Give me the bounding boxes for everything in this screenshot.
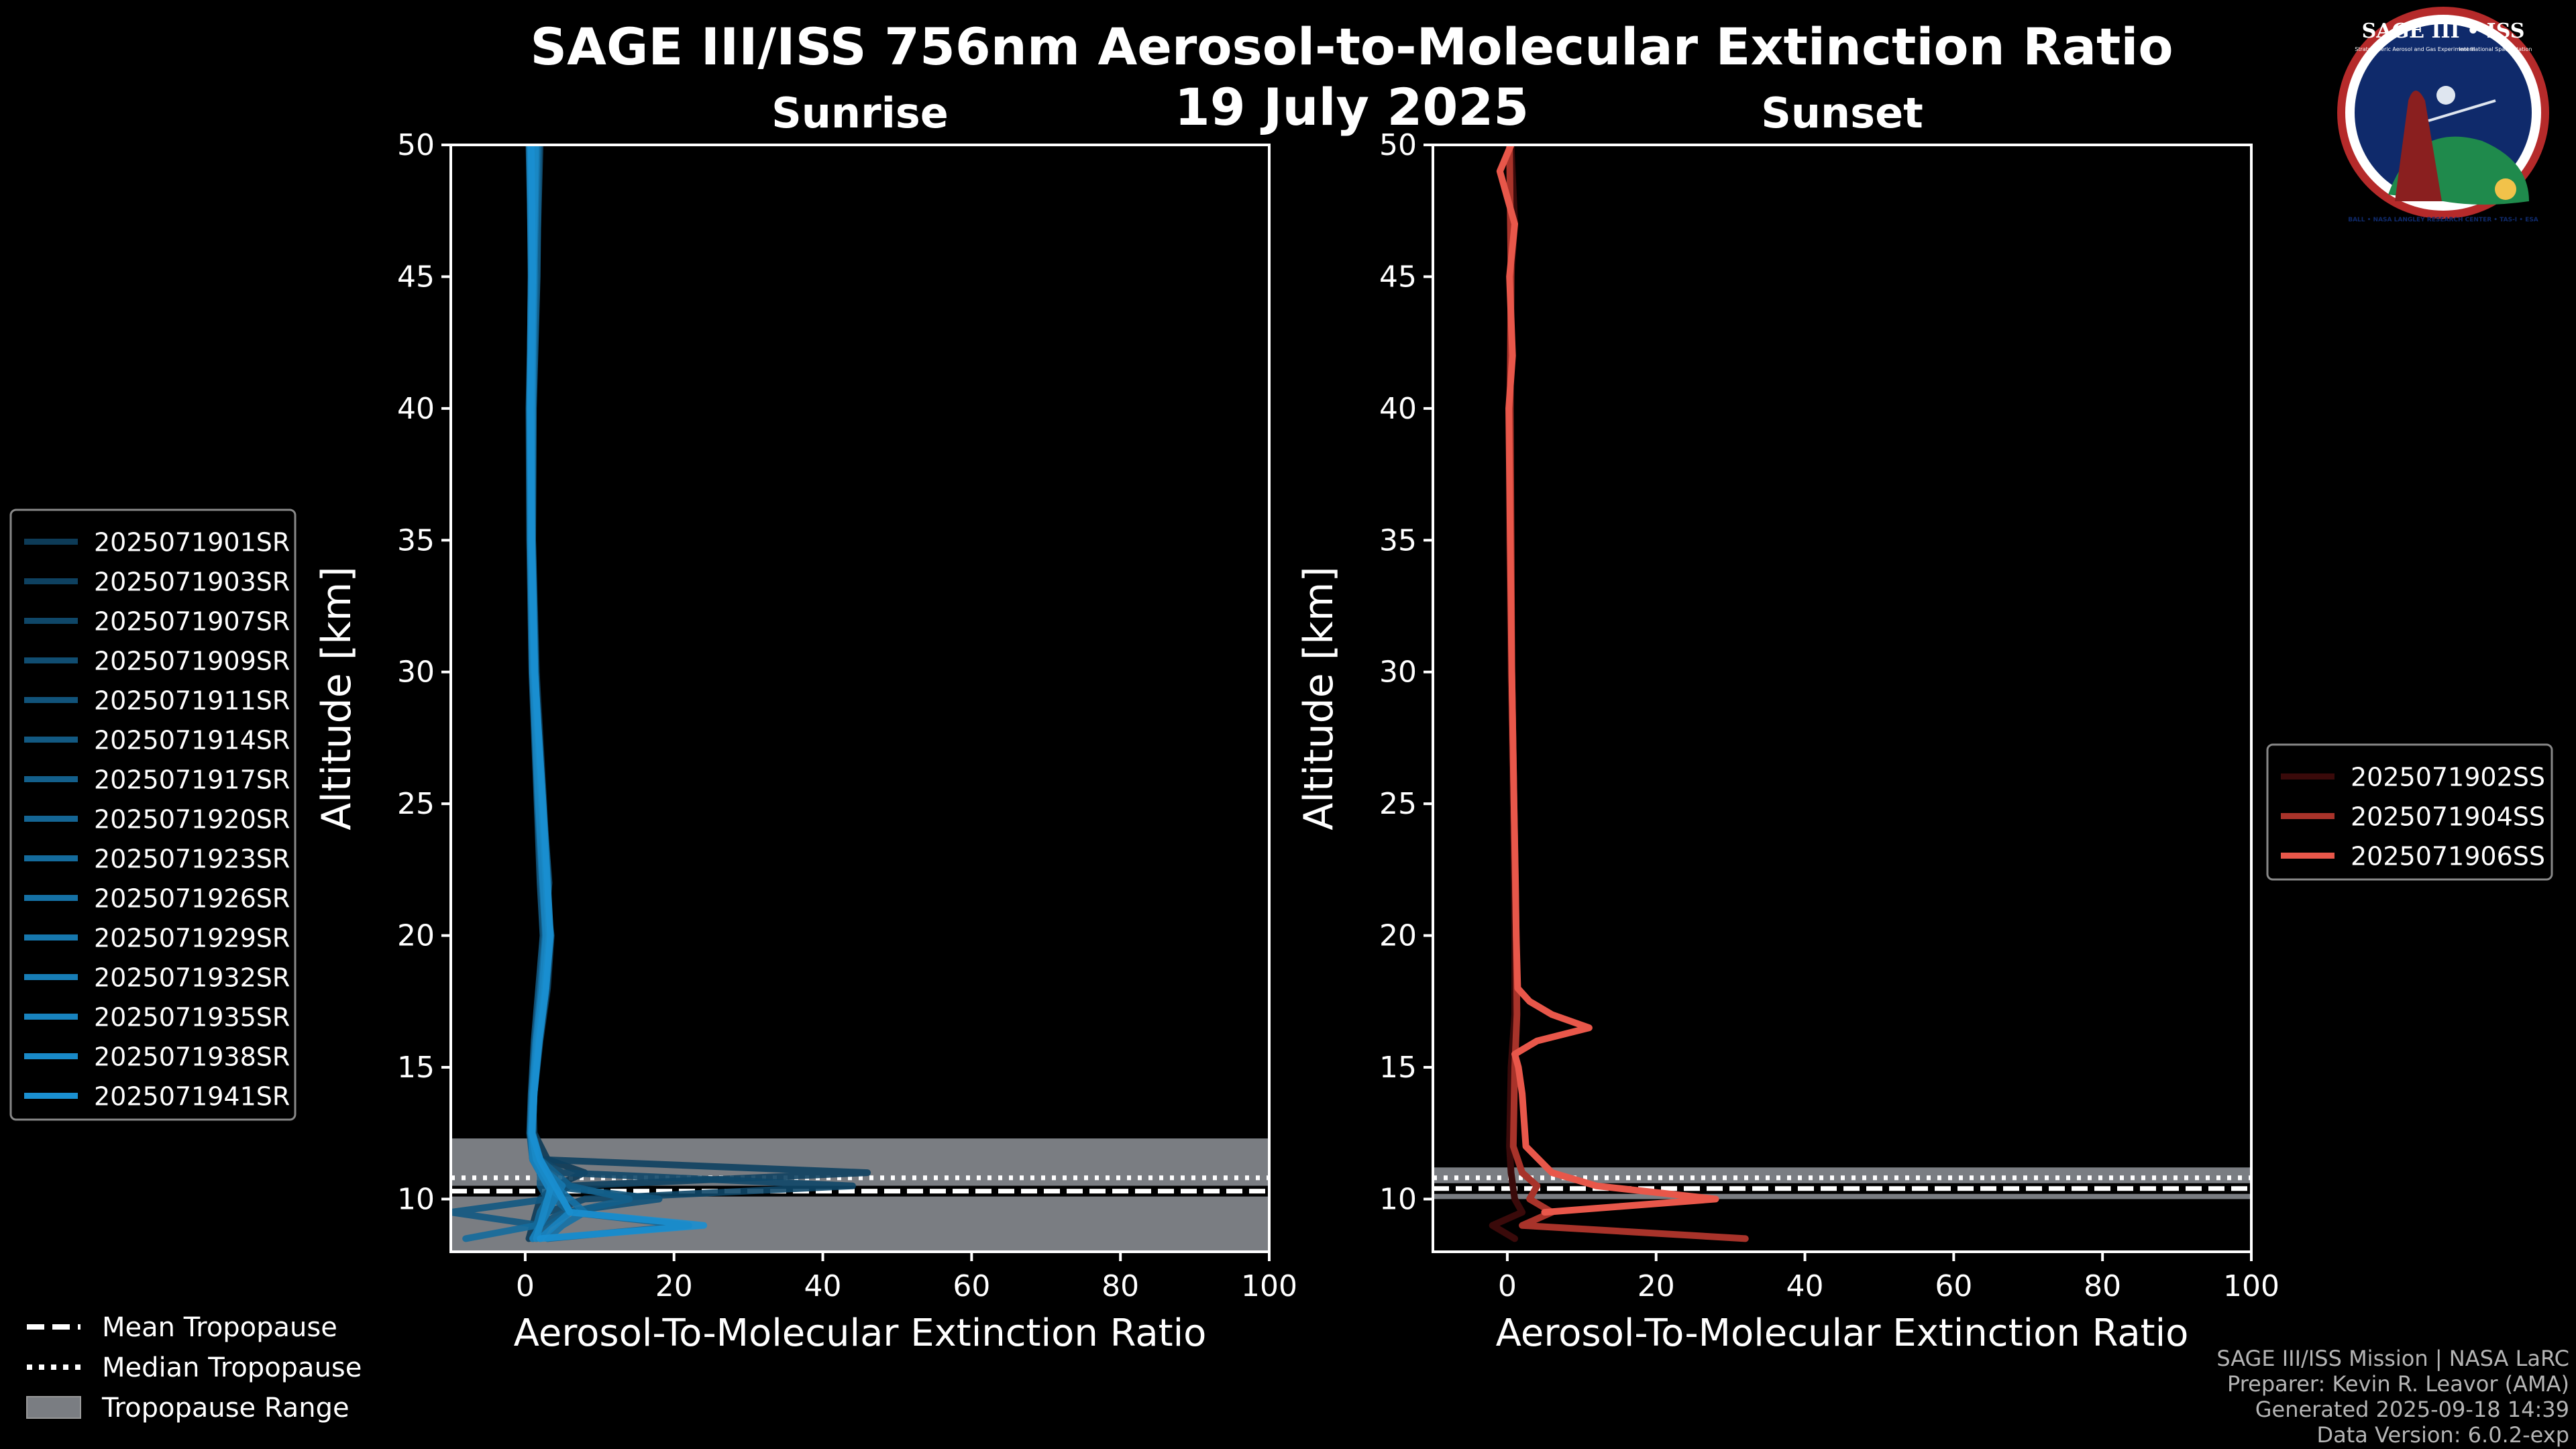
footer-data-version: Data Version: 6.0.2-exp [2316, 1422, 2569, 1448]
sunset-legend-entry: 2025071904SS [2351, 802, 2545, 832]
sunrise-x-tick-label: 20 [655, 1269, 693, 1303]
sunrise-legend-entry: 2025071917SR [94, 765, 290, 795]
sunrise-legend-entry: 2025071941SR [94, 1082, 290, 1112]
sunrise-y-tick-label: 15 [397, 1051, 435, 1085]
sunrise-x-tick-label: 60 [953, 1269, 990, 1303]
sunrise-legend-entry: 2025071926SR [94, 884, 290, 914]
footer-mission: SAGE III/ISS Mission | NASA LaRC [2216, 1346, 2569, 1371]
sunset-y-tick-label: 40 [1379, 392, 1417, 426]
sunrise-legend-entry: 2025071903SR [94, 568, 290, 597]
sunrise-x-tick-label: 80 [1102, 1269, 1139, 1303]
tropopause-range-swatch [26, 1396, 81, 1419]
sunrise-legend-entry: 2025071914SR [94, 726, 290, 755]
footer-credits: SAGE III/ISS Mission | NASA LaRC Prepare… [2216, 1346, 2569, 1448]
sunset-x-tick-label: 0 [1498, 1269, 1517, 1303]
logo-side-text: International Space Station [2459, 46, 2532, 52]
sunset-y-tick-label: 45 [1379, 260, 1417, 294]
sunrise-legend-entry: 2025071907SR [94, 607, 290, 637]
sunset-panel: 0 20 40 60 80 100 10 15 20 25 30 35 40 45 50 Sunset Aero… [1295, 89, 2279, 1355]
sunrise-y-tick-label: 40 [397, 392, 435, 426]
logo-subtitle-text: Stratospheric Aerosol and Gas Experiment… [2355, 46, 2475, 52]
logo-title-text: SAGE III • ISS [2362, 19, 2525, 43]
sunrise-legend-entry: 2025071929SR [94, 924, 290, 953]
sunset-x-tick-label: 60 [1935, 1269, 1972, 1303]
series-line-2025071941SR [527, 145, 708, 1242]
sunrise-legend-entry: 2025071909SR [94, 647, 290, 676]
sunset-y-tick-label: 15 [1379, 1051, 1417, 1085]
sunrise-y-tick-label: 20 [397, 919, 435, 953]
logo-telescope-ray [2428, 99, 2496, 122]
sunrise-series-group [451, 145, 871, 1242]
sunrise-legend-entry: 2025071911SR [94, 686, 290, 716]
sunset-y-tick-label: 25 [1379, 787, 1417, 821]
sunrise-y-tick-label: 30 [397, 655, 435, 690]
sunrise-plot-area [451, 145, 1269, 1252]
sunrise-legend: 2025071901SR 2025071903SR 2025071907SR 2025… [9, 508, 297, 1121]
sunrise-y-tick-label: 10 [397, 1182, 435, 1216]
sunset-y-axis-label: Altitude [km] [1295, 566, 1342, 830]
sunrise-legend-entry: 2025071901SR [94, 528, 290, 557]
footer-generated: Generated 2025-09-18 14:39 [2255, 1397, 2569, 1422]
sunrise-legend-entry: 2025071923SR [94, 845, 290, 874]
figure-title: SAGE III/ISS 756nm Aerosol-to-Molecular … [530, 17, 2173, 76]
sunset-x-tick-label: 80 [2084, 1269, 2121, 1303]
sunset-axes-frame [1432, 144, 2253, 1253]
sunrise-y-tick-label: 25 [397, 787, 435, 821]
median-tropopause-label: Median Tropopause [102, 1352, 362, 1383]
sunrise-legend-frame [9, 508, 297, 1121]
sunrise-x-tick-label: 100 [1241, 1269, 1297, 1303]
sunrise-y-tick-label: 45 [397, 260, 435, 294]
sunrise-y-axis-label: Altitude [km] [313, 566, 360, 830]
sunset-legend-entry: 2025071902SS [2351, 763, 2545, 792]
tropopause-range-label: Tropopause Range [101, 1393, 350, 1424]
sage-iii-iss-logo: SAGE III • ISS Stratospheric Aerosol and… [2337, 7, 2549, 223]
sunrise-x-tick-label: 0 [516, 1269, 535, 1303]
sunset-panel-title: Sunset [1761, 89, 1923, 138]
sunrise-x-axis-label: Aerosol-To-Molecular Extinction Ratio [514, 1311, 1207, 1355]
sunrise-axes-frame [449, 144, 1271, 1253]
sunset-y-tick-label: 30 [1379, 655, 1417, 690]
sunset-x-tick-label: 100 [2223, 1269, 2279, 1303]
figure-date: 19 July 2025 [1175, 77, 1529, 137]
logo-astronomer-figure [2395, 91, 2442, 201]
logo-ring-text: BALL • NASA LANGLEY RESEARCH CENTER • TA… [2348, 217, 2538, 223]
sunset-plot-area [1433, 145, 2251, 1252]
series-line-2025071906SS [1496, 145, 1719, 1216]
sunrise-panel: 0 20 40 60 80 100 10 15 20 25 30 35 40 45 50 Sunrise Aer… [313, 89, 1297, 1355]
sunrise-legend-entry: 2025071920SR [94, 805, 290, 835]
sunrise-legend-entry: 2025071932SR [94, 963, 290, 993]
sunset-legend-entry: 2025071906SS [2351, 842, 2545, 871]
sunset-legend: 2025071902SS 2025071904SS 2025071906SS [2266, 743, 2553, 881]
sunset-y-tick-label: 10 [1379, 1182, 1417, 1216]
footer-preparer: Preparer: Kevin R. Leavor (AMA) [2227, 1371, 2569, 1397]
sunrise-x-tick-label: 40 [804, 1269, 842, 1303]
tropopause-legend: Mean Tropopause Median Tropopause Tropop… [26, 1312, 362, 1424]
sunset-x-tick-label: 40 [1786, 1269, 1824, 1303]
sunset-y-tick-label: 50 [1379, 128, 1417, 162]
sunset-y-tick-label: 20 [1379, 919, 1417, 953]
sunset-series-group [1489, 145, 1749, 1242]
sunrise-y-tick-label: 35 [397, 523, 435, 557]
sunrise-panel-title: Sunrise [771, 89, 949, 138]
mean-tropopause-label: Mean Tropopause [102, 1312, 337, 1343]
sunset-y-tick-label: 35 [1379, 523, 1417, 557]
logo-moon-icon [2436, 86, 2455, 105]
sunrise-y-tick-label: 50 [397, 128, 435, 162]
sunset-x-axis-label: Aerosol-To-Molecular Extinction Ratio [1496, 1311, 2189, 1355]
sunset-legend-frame [2266, 743, 2553, 881]
sunrise-legend-entry: 2025071935SR [94, 1003, 290, 1032]
logo-sun-icon [2495, 178, 2516, 200]
sunset-x-tick-label: 20 [1638, 1269, 1675, 1303]
sunrise-legend-entry: 2025071938SR [94, 1042, 290, 1072]
